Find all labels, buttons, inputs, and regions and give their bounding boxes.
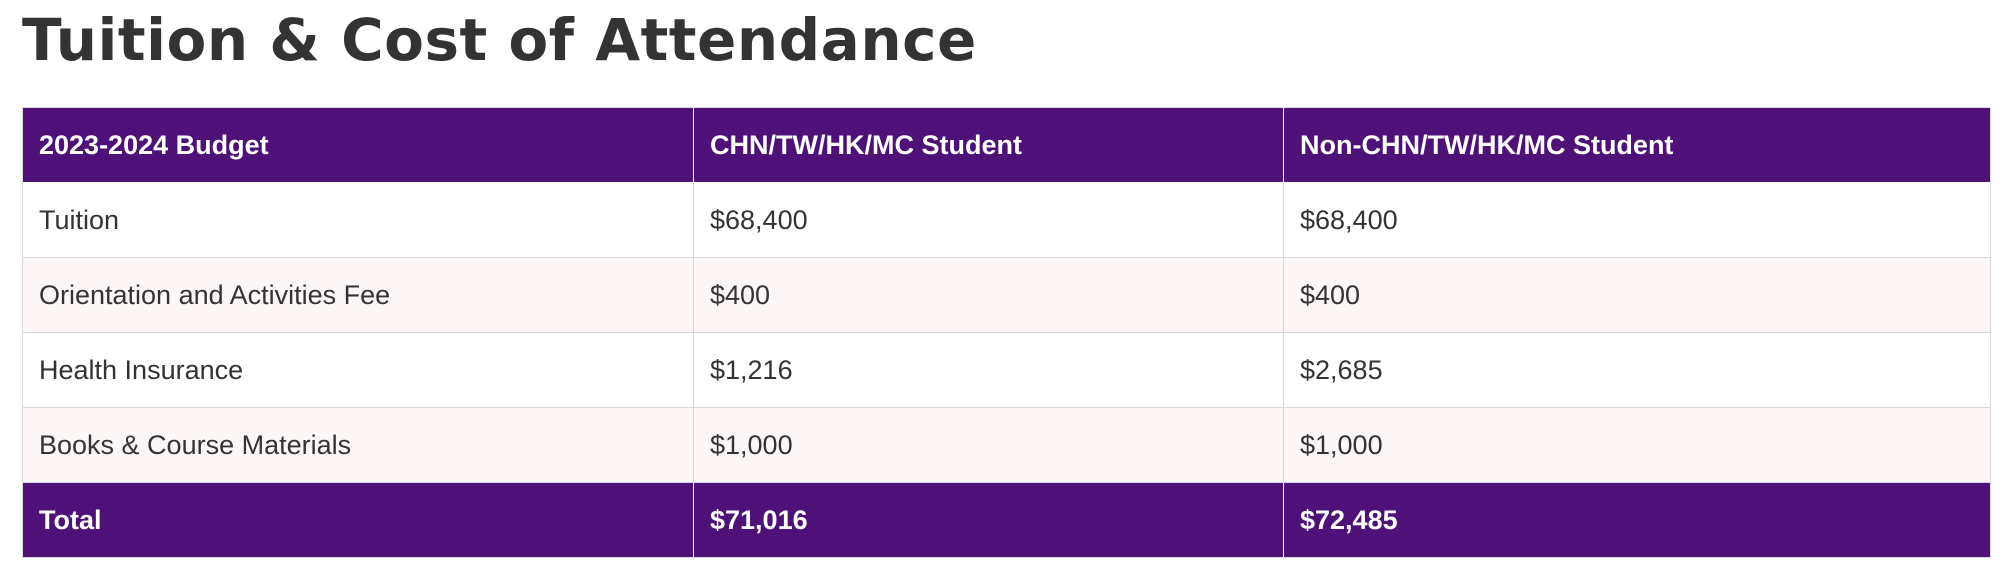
chn-total-cell: $71,016	[693, 482, 1284, 558]
chn-cost-cell: $400	[693, 257, 1284, 333]
table-row: Orientation and Activities Fee $400 $400	[22, 257, 1991, 333]
chn-cost-cell: $1,216	[693, 332, 1284, 408]
row-label: Books & Course Materials	[22, 407, 694, 483]
row-label: Orientation and Activities Fee	[22, 257, 694, 333]
non-chn-cost-cell: $1,000	[1283, 407, 1991, 483]
row-label: Health Insurance	[22, 332, 694, 408]
non-chn-total-cell: $72,485	[1283, 482, 1991, 558]
budget-table: 2023-2024 Budget CHN/TW/HK/MC Student No…	[22, 107, 1991, 558]
table-header-row: 2023-2024 Budget CHN/TW/HK/MC Student No…	[22, 107, 1991, 183]
total-label: Total	[22, 482, 694, 558]
column-header-chn-student: CHN/TW/HK/MC Student	[693, 107, 1284, 183]
row-label: Tuition	[22, 182, 694, 258]
column-header-non-chn-student: Non-CHN/TW/HK/MC Student	[1283, 107, 1991, 183]
table-row: Books & Course Materials $1,000 $1,000	[22, 407, 1991, 483]
total-row: Total $71,016 $72,485	[22, 482, 1991, 558]
chn-cost-cell: $1,000	[693, 407, 1284, 483]
table-row: Tuition $68,400 $68,400	[22, 182, 1991, 258]
page-title: Tuition & Cost of Attendance	[22, 6, 977, 74]
non-chn-cost-cell: $2,685	[1283, 332, 1991, 408]
table-row: Health Insurance $1,216 $2,685	[22, 332, 1991, 408]
chn-cost-cell: $68,400	[693, 182, 1284, 258]
column-header-budget: 2023-2024 Budget	[22, 107, 694, 183]
non-chn-cost-cell: $400	[1283, 257, 1991, 333]
non-chn-cost-cell: $68,400	[1283, 182, 1991, 258]
